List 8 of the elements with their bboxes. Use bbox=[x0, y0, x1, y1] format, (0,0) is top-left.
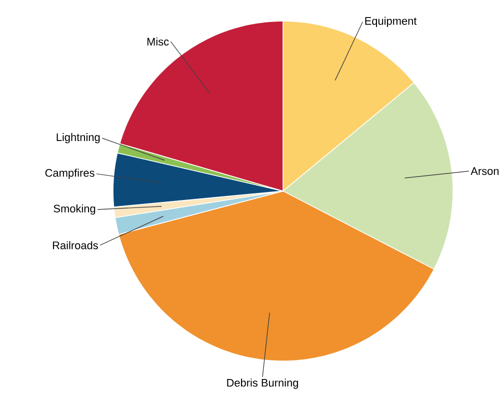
slice-label: Smoking bbox=[54, 204, 96, 215]
slice-label: Arson bbox=[470, 167, 499, 175]
slice-label: Lightning bbox=[56, 133, 100, 144]
slice-label: Misc bbox=[147, 38, 169, 46]
slice-label: Equipment bbox=[365, 16, 417, 27]
slice-label: Debris Burning bbox=[227, 378, 298, 389]
slice-label: Railroads bbox=[52, 241, 98, 250]
slice-label: Campfires bbox=[45, 168, 94, 179]
